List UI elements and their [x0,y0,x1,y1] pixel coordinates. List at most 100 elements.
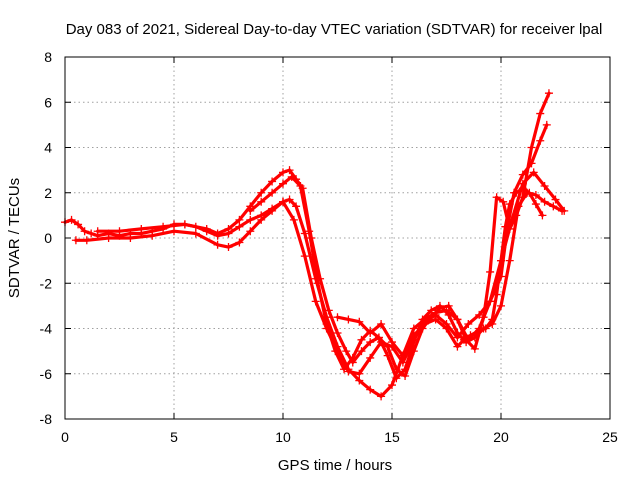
data-point [388,338,396,347]
y-tick-label: -4 [40,321,53,337]
plot-frame [64,56,611,420]
chart-title: Day 083 of 2021, Sidereal Day-to-day VTE… [66,21,603,38]
series-2-trace [74,123,549,376]
x-tick-label: 5 [170,429,178,445]
data-point [257,197,266,206]
data-point [137,224,146,233]
data-point [538,211,547,220]
ticks-layer: 0 5 10 15 20 25 -8 -6 -4 -2 0 2 4 6 8 [40,49,618,445]
data-point [357,335,366,344]
data-point [313,279,322,288]
y-axis-label: SDTVAR / TECUs [6,178,23,298]
data-point [475,310,484,319]
y-tick-label: 6 [44,94,52,110]
data-point [527,143,536,152]
series-3-trace [96,91,551,378]
data-point [246,215,255,224]
data-point [246,206,255,215]
data-point [542,120,551,129]
data-point [374,333,383,342]
data-point [71,236,80,245]
x-tick-label: 15 [384,429,400,445]
data-point [235,215,244,224]
x-tick-label: 0 [61,429,69,445]
grid-layer [65,57,610,419]
data-point [464,335,473,344]
data-point [340,365,349,374]
data-point [159,222,168,231]
data-point [322,319,331,328]
data-point [104,234,113,242]
data-point [357,347,366,356]
data-point [401,372,410,381]
data-point [442,306,451,315]
data-point [331,347,340,356]
data-point [348,353,357,362]
y-tick-label: -8 [40,411,53,427]
data-point [342,347,351,356]
data-point [366,329,375,338]
x-axis-label: GPS time / hours [278,457,392,474]
data-point [366,385,375,394]
data-point [202,224,211,233]
data-point [507,215,516,224]
data-point [464,319,473,328]
data-point [366,353,375,362]
data-point [560,206,569,215]
data-point [497,301,505,310]
data-point [213,229,222,238]
data-point [549,202,558,211]
series-1-trace [63,186,544,398]
data-point [80,227,89,236]
data-point [510,188,519,197]
data-point [540,181,549,190]
series-1-markers [61,184,547,401]
data-point [311,297,320,306]
data-point [235,222,244,231]
x-tick-label: 20 [493,429,509,445]
data-point [398,351,407,360]
data-point [531,200,540,209]
data-point [324,306,333,315]
y-tick-label: 2 [44,185,52,201]
data-point [492,193,501,202]
data-point [392,374,401,383]
data-point [444,301,453,310]
data-point [74,220,83,229]
data-point [431,308,440,317]
data-point [257,215,266,224]
data-point [475,324,484,333]
data-point [82,236,91,245]
data-point [246,227,255,236]
data-point [148,231,157,240]
data-point [499,197,508,206]
data-point [344,315,353,324]
data-point [470,344,479,353]
data-point [505,256,514,265]
data-point [191,229,200,238]
data-point [296,181,305,190]
data-point [268,177,277,186]
data-point [523,188,532,197]
data-point [93,227,102,236]
y-tick-label: 8 [44,49,52,65]
data-point [377,392,386,401]
x-tick-label: 25 [602,429,618,445]
data-point [453,342,462,351]
data-point [300,252,309,261]
data-point [180,220,189,229]
data-point [87,229,96,238]
data-point [518,179,527,188]
data-point [300,229,309,238]
data-point [268,206,277,215]
data-point [453,315,462,324]
series-5-trace [335,170,566,358]
data-point [531,191,540,200]
data-point [488,319,497,328]
data-point [366,338,375,347]
data-point [544,89,553,98]
y-tick-label: -2 [40,275,53,291]
data-point [289,215,298,224]
data-point [486,297,495,306]
